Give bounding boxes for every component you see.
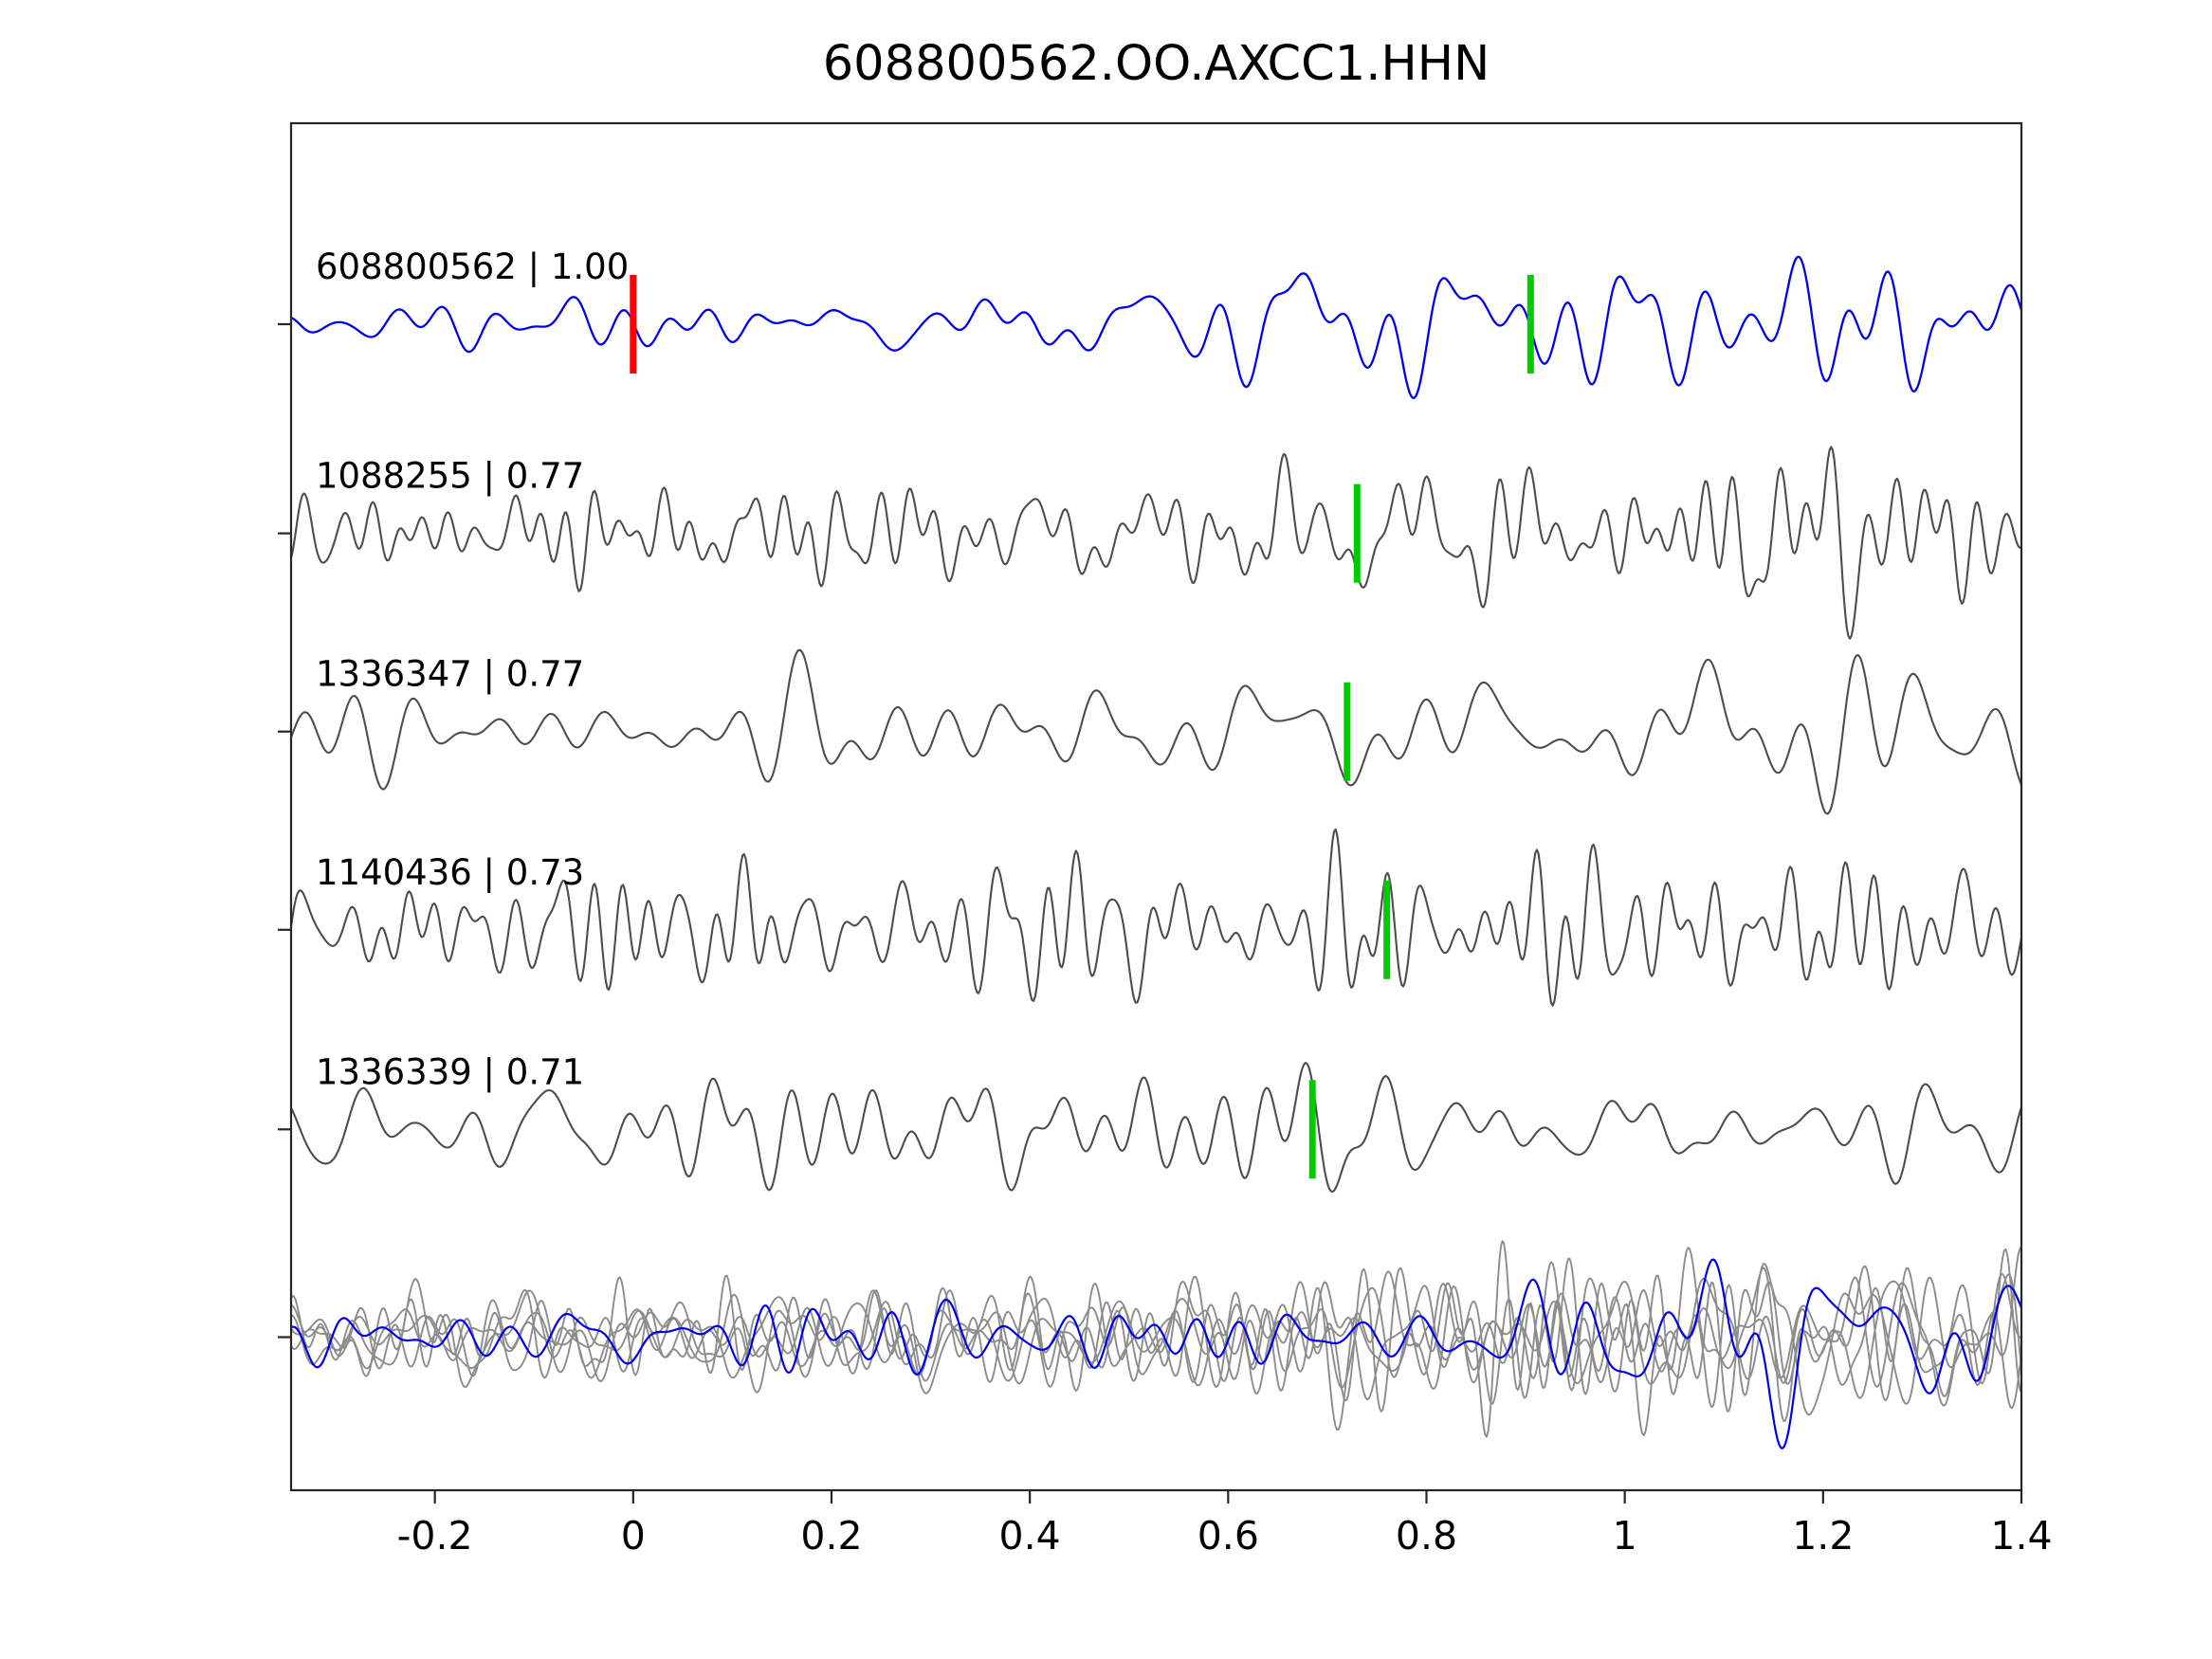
trace-label: 1088255 | 0.77 [316,456,584,497]
trace-waveform-1336339 [291,1062,2021,1194]
plot-border [289,121,2023,1492]
x-tick-label: 1.4 [1990,1513,2052,1559]
trace-waveform-1088255 [291,446,2021,640]
trace-label: 608800562 | 1.00 [316,246,629,287]
trace-waveform-1336347 [291,648,2021,815]
x-tick-label: 0.2 [800,1513,862,1559]
markers-group [630,274,1534,1179]
x-tick-label: 0.8 [1396,1513,1457,1559]
labels-group: 608800562 | 1.00 1088255 | 0.77 1336347 | … [316,246,629,1092]
x-tick-label: -0.2 [397,1513,473,1559]
trace-waveform-1140436 [291,828,2021,1007]
overlay-reference-waveform [291,1258,2021,1449]
waveforms-group [291,255,2021,1449]
x-tick-label: 0.4 [999,1513,1061,1559]
x-tick-label: 1 [1613,1513,1637,1559]
overlay-gray-waveform [291,1265,2021,1431]
chart-title: 608800562.OO.AXCC1.HHN [822,36,1490,92]
x-tick-label: 1.2 [1792,1513,1854,1559]
x-tick-label: 0 [621,1513,646,1559]
overlay-gray-waveform [291,1247,2021,1436]
trace-label: 1336339 | 0.71 [316,1051,584,1092]
trace-label: 1140436 | 0.73 [316,852,584,893]
trace-waveform-608800562 [291,255,2021,399]
overlay-gray-waveform [291,1247,2021,1416]
x-tick-label: 0.6 [1197,1513,1259,1559]
trace-label: 1336347 | 0.77 [316,654,584,695]
